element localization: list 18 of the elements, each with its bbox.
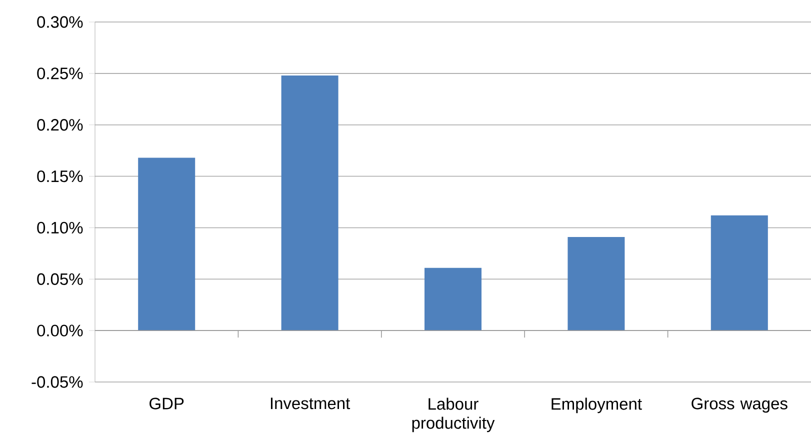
bar xyxy=(568,236,625,331)
x-tick-label: Gross wages xyxy=(692,398,788,413)
y-tick-label: 0.30% xyxy=(37,16,83,28)
y-tick-label: 0.10% xyxy=(37,222,83,234)
x-tick-label: GDP xyxy=(150,398,184,410)
bar xyxy=(138,158,196,331)
y-tick-label: 0.15% xyxy=(37,170,83,182)
y-tick-label: -0.05% xyxy=(32,376,83,388)
x-tick-label: Labour productivity xyxy=(412,398,495,432)
x-tick-label: Employment xyxy=(552,398,642,414)
x-tick-label: Investment xyxy=(270,398,350,410)
y-tick-label: 0.25% xyxy=(37,68,83,80)
bar xyxy=(424,268,482,331)
bar xyxy=(710,215,768,331)
y-tick-label: 0.20% xyxy=(37,119,83,131)
y-tick-label: 0.05% xyxy=(37,273,83,285)
y-tick-label: 0.00% xyxy=(37,324,83,336)
bar xyxy=(281,75,338,331)
